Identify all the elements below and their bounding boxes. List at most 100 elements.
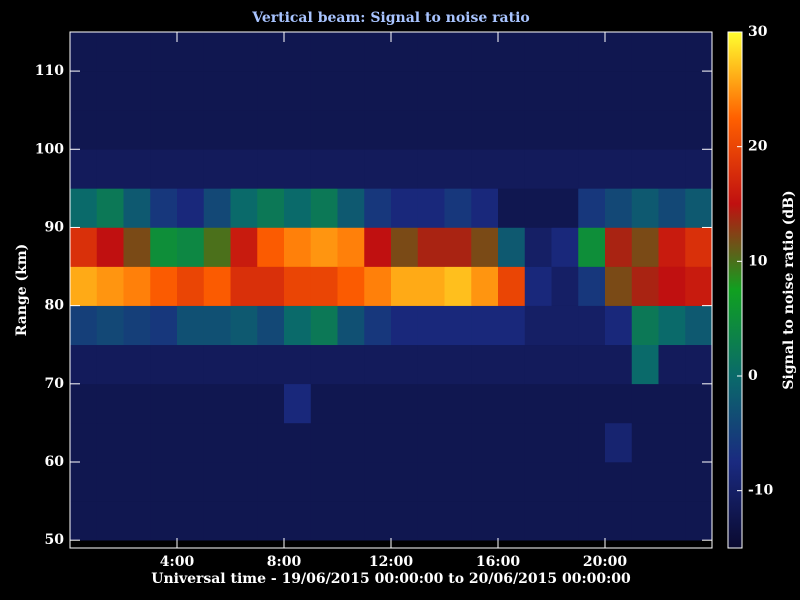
heatmap-cell [417,266,445,306]
heatmap-cell [364,227,392,267]
heatmap-cell [70,32,98,72]
heatmap-cell [631,227,659,267]
x-tick-label: 4:00 [160,554,195,570]
heatmap-cell [310,32,338,72]
heatmap-cell [471,227,499,267]
heatmap-cell [123,462,151,502]
heatmap-cell [524,71,552,111]
heatmap-cell [524,422,552,463]
heatmap-cell [364,422,392,463]
heatmap-cell [391,71,419,111]
heatmap-cell [337,149,365,189]
heatmap-cell [203,383,231,424]
heatmap-cell [417,305,445,346]
heatmap-cell [551,422,579,463]
heatmap-cell [471,462,499,502]
heatmap-cell [417,422,445,463]
heatmap-cell [498,462,526,502]
heatmap-cell [498,501,526,541]
heatmap-cell [551,110,579,150]
heatmap-cell [658,383,686,424]
heatmap-cell [150,188,178,228]
heatmap-cell [203,227,231,267]
heatmap-cell [685,462,713,502]
heatmap-cell [417,383,445,424]
heatmap-cell [123,188,151,228]
heatmap-cell [177,32,205,72]
heatmap-cell [150,227,178,267]
heatmap-cell [685,149,713,189]
heatmap-cell [203,32,231,72]
heatmap-cell [685,71,713,111]
heatmap-cell [203,501,231,541]
heatmap-cell [203,110,231,150]
heatmap-cell [70,501,98,541]
heatmap-cell [96,462,124,502]
heatmap-cell [96,305,124,346]
colorbar-tick-label: 30 [748,24,768,40]
heatmap-cell [364,110,392,150]
heatmap-cell [364,344,392,385]
heatmap-cell [123,227,151,267]
heatmap-cell [391,305,419,346]
heatmap-cell [391,149,419,189]
heatmap-cell [310,149,338,189]
y-tick-label: 70 [45,376,65,392]
heatmap-cell [471,149,499,189]
heatmap-cell [230,32,258,72]
heatmap-cell [631,383,659,424]
heatmap-cell [391,344,419,385]
heatmap-cell [578,501,606,541]
y-axis-label: Range (km) [14,244,30,337]
heatmap-cell [498,71,526,111]
heatmap-cell [578,110,606,150]
heatmap-cell [524,462,552,502]
heatmap-cell [551,305,579,346]
heatmap-cell [524,149,552,189]
heatmap-cell [177,266,205,306]
heatmap-cell [578,462,606,502]
heatmap-cell [685,344,713,385]
heatmap-cell [310,305,338,346]
heatmap-cell [578,266,606,306]
heatmap-cell [70,227,98,267]
heatmap-cell [177,188,205,228]
heatmap-cell [631,32,659,72]
heatmap-cell [471,383,499,424]
heatmap-cell [444,149,472,189]
heatmap-cell [444,501,472,541]
heatmap-cell [284,188,312,228]
heatmap-cell [284,383,312,424]
heatmap-cell [364,462,392,502]
heatmap-cell [578,383,606,424]
heatmap-cell [150,266,178,306]
y-tick-label: 50 [45,532,65,548]
heatmap-cell [631,344,659,385]
heatmap-cell [96,110,124,150]
y-tick-label: 90 [45,219,65,235]
heatmap-cell [310,266,338,306]
heatmap-cell [257,383,285,424]
heatmap-cell [177,227,205,267]
heatmap-cell [498,383,526,424]
heatmap-cell [203,71,231,111]
heatmap-cell [177,383,205,424]
heatmap-cell [578,344,606,385]
heatmap-cell [284,344,312,385]
heatmap-cell [150,462,178,502]
heatmap-cell [150,422,178,463]
heatmap-cell [524,266,552,306]
heatmap-cell [230,149,258,189]
heatmap-cell [578,188,606,228]
heatmap-cell [631,462,659,502]
heatmap-cell [203,422,231,463]
heatmap-cell [471,501,499,541]
heatmap-cell [658,149,686,189]
heatmap-cell [551,227,579,267]
heatmap-cell [605,110,633,150]
heatmap-cell [498,305,526,346]
heatmap-cell [337,110,365,150]
heatmap-cell [658,422,686,463]
heatmap-cell [551,501,579,541]
